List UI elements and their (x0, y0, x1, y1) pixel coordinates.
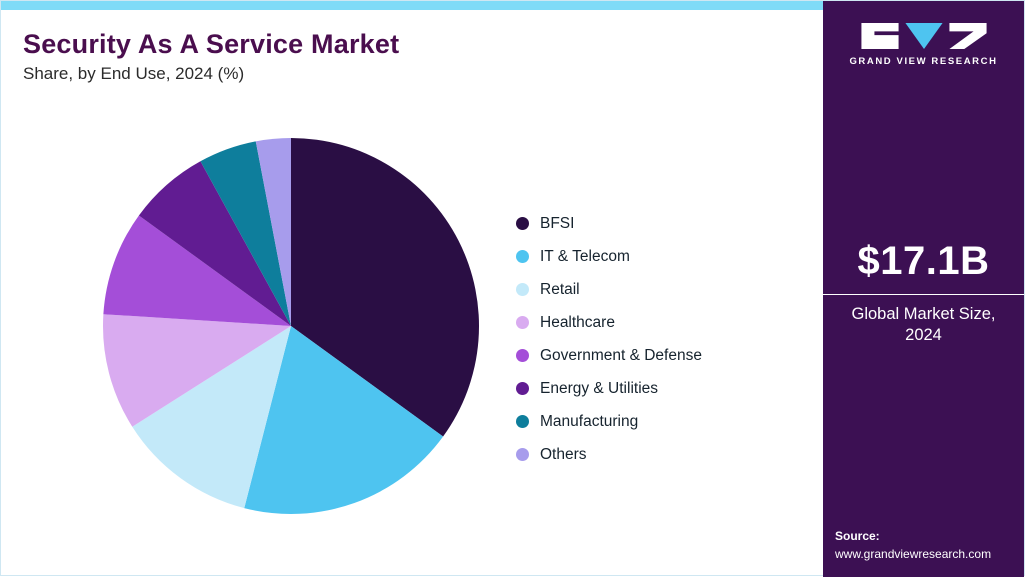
legend-item: Others (516, 444, 702, 465)
pie-slice-bfsi (291, 138, 480, 437)
legend-label: Manufacturing (540, 412, 639, 430)
market-size-caption: Global Market Size, 2024 (851, 305, 996, 345)
gvr-logo-glyphs (860, 23, 987, 49)
source-block: Source: www.grandviewresearch.com (835, 527, 991, 563)
legend-label: BFSI (540, 214, 575, 232)
legend-marker-icon (516, 217, 529, 230)
market-size-value: $17.1B (857, 239, 990, 283)
legend-marker-icon (516, 283, 529, 296)
legend-marker-icon (516, 448, 529, 461)
logo-r-icon (948, 23, 987, 49)
chart-area: Security As A Service Market Share, by E… (1, 10, 825, 577)
legend-item: Manufacturing (516, 411, 702, 432)
legend-marker-icon (516, 382, 529, 395)
legend-label: Healthcare (540, 313, 615, 331)
top-accent-bar (1, 1, 825, 10)
legend-marker-icon (516, 316, 529, 329)
pie-chart (102, 138, 480, 514)
pie-slice-others (255, 138, 291, 326)
legend-label: Energy & Utilities (540, 379, 659, 397)
logo-v-icon (904, 23, 943, 49)
market-size-block: $17.1B Global Market Size, 2024 (823, 239, 1024, 347)
pie-slice-energy-utilities (138, 161, 291, 326)
page-title: Security As A Service Market (23, 29, 400, 59)
legend: BFSI IT & Telecom Retail Healthcare Gove… (516, 213, 702, 465)
legend-item: Retail (516, 279, 702, 300)
sidebar: GRAND VIEW RESEARCH $17.1B Global Market… (823, 1, 1024, 577)
legend-item: Government & Defense (516, 345, 702, 366)
legend-item: Healthcare (516, 312, 702, 333)
source-label: Source: (835, 529, 880, 543)
pie-slice-retail (132, 326, 291, 509)
legend-item: BFSI (516, 213, 702, 234)
legend-label: Retail (540, 280, 580, 298)
pie-slice-manufacturing (200, 141, 291, 326)
page-subtitle: Share, by End Use, 2024 (%) (23, 64, 245, 83)
legend-item: IT & Telecom (516, 246, 702, 267)
market-size-divider (823, 294, 1024, 295)
pie-slice-government-defense (103, 215, 292, 326)
source-url: www.grandviewresearch.com (835, 547, 992, 561)
gvr-logo: GRAND VIEW RESEARCH (823, 23, 1024, 67)
pie-slice-it-telecom (244, 326, 444, 514)
logo-g-icon (860, 23, 899, 49)
legend-label: Government & Defense (540, 346, 702, 364)
legend-marker-icon (516, 250, 529, 263)
legend-item: Energy & Utilities (516, 378, 702, 399)
logo-wordmark: GRAND VIEW RESEARCH (849, 56, 998, 67)
legend-label: IT & Telecom (540, 247, 630, 265)
legend-marker-icon (516, 415, 529, 428)
legend-label: Others (540, 445, 587, 463)
legend-marker-icon (516, 349, 529, 362)
pie-slice-healthcare (102, 314, 291, 427)
